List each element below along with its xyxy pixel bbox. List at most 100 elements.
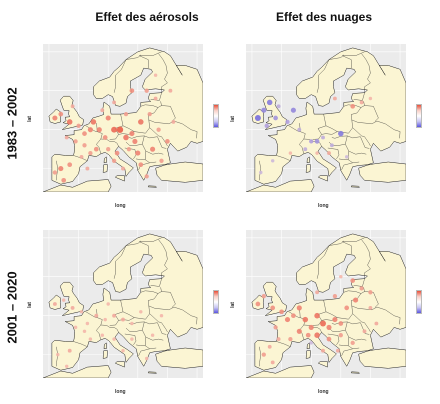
country-border bbox=[118, 317, 135, 321]
country-border bbox=[135, 158, 146, 160]
station-point bbox=[121, 166, 125, 171]
country-border bbox=[352, 313, 371, 333]
country-border bbox=[56, 346, 58, 367]
station-point bbox=[126, 147, 132, 152]
country-border bbox=[327, 147, 340, 159]
country-border bbox=[161, 291, 176, 308]
country-border bbox=[351, 305, 386, 310]
country-border bbox=[341, 348, 353, 357]
station-point bbox=[111, 158, 117, 163]
land-corsica bbox=[103, 342, 107, 350]
station-point bbox=[314, 332, 320, 338]
country-border bbox=[150, 93, 162, 101]
row-label-1983-2002: 1983 – 2002 bbox=[0, 34, 24, 212]
country-border bbox=[276, 341, 291, 347]
land-sicily bbox=[114, 175, 125, 182]
station-point bbox=[359, 100, 364, 105]
xlabel: long bbox=[318, 389, 329, 395]
map-nuages-1983-2002 bbox=[246, 44, 406, 192]
land-great-britain bbox=[59, 281, 84, 316]
land-europe bbox=[254, 47, 406, 185]
country-border bbox=[325, 300, 353, 320]
station-point bbox=[279, 309, 284, 315]
station-point bbox=[276, 104, 281, 109]
country-border bbox=[144, 135, 167, 149]
station-point bbox=[259, 170, 263, 175]
station-point bbox=[129, 88, 135, 94]
station-point bbox=[93, 146, 99, 152]
station-point bbox=[79, 154, 84, 159]
map-aerosols-2001-2020 bbox=[33, 230, 203, 378]
country-border bbox=[148, 119, 183, 124]
country-border bbox=[96, 138, 101, 154]
station-point bbox=[284, 317, 291, 323]
country-border bbox=[299, 138, 304, 154]
station-point bbox=[288, 336, 293, 342]
station-point bbox=[132, 138, 138, 144]
country-border bbox=[303, 324, 322, 333]
land-corsica bbox=[306, 342, 310, 350]
country-border bbox=[124, 147, 137, 159]
country-border bbox=[385, 123, 401, 139]
country-border bbox=[331, 135, 348, 139]
land-turkey bbox=[358, 161, 406, 183]
country-border bbox=[140, 104, 159, 108]
station-point bbox=[90, 119, 97, 125]
country-border bbox=[125, 135, 145, 146]
country-border bbox=[96, 324, 101, 340]
station-point bbox=[150, 333, 155, 337]
land-crete bbox=[350, 371, 361, 374]
station-point bbox=[138, 162, 144, 168]
station-point bbox=[264, 123, 269, 128]
station-point bbox=[58, 166, 64, 172]
country-border bbox=[145, 151, 157, 163]
country-border bbox=[124, 333, 137, 345]
country-border bbox=[56, 160, 58, 181]
station-point bbox=[368, 96, 373, 101]
land-iceland bbox=[33, 251, 39, 263]
station-point bbox=[67, 348, 72, 353]
country-border bbox=[125, 321, 145, 332]
station-point bbox=[159, 313, 164, 318]
row-label-2001-2020-text: 2001 – 2020 bbox=[4, 270, 20, 344]
station-point bbox=[159, 158, 164, 163]
station-point bbox=[362, 329, 367, 334]
station-point bbox=[138, 119, 144, 125]
station-point bbox=[153, 73, 158, 77]
station-point bbox=[314, 312, 320, 319]
station-point bbox=[270, 305, 276, 311]
station-point bbox=[308, 324, 314, 330]
country-border bbox=[328, 321, 348, 332]
country-border bbox=[158, 53, 168, 94]
station-point bbox=[267, 344, 272, 349]
station-point bbox=[112, 337, 116, 341]
station-point bbox=[270, 360, 275, 365]
colorbar bbox=[416, 290, 422, 314]
country-border bbox=[321, 131, 338, 135]
station-point bbox=[111, 126, 118, 133]
station-point bbox=[106, 302, 110, 306]
station-point bbox=[266, 99, 273, 106]
country-border bbox=[140, 290, 159, 294]
station-point bbox=[309, 341, 313, 345]
country-border bbox=[73, 341, 88, 347]
land-europe bbox=[254, 233, 406, 371]
station-point bbox=[285, 119, 290, 125]
station-point bbox=[291, 313, 296, 319]
country-border bbox=[182, 123, 198, 139]
country-border bbox=[345, 144, 367, 155]
land-sardinia bbox=[305, 164, 311, 173]
country-border bbox=[361, 239, 371, 280]
station-point bbox=[276, 337, 281, 342]
map-layer bbox=[236, 230, 406, 378]
station-point bbox=[85, 321, 90, 326]
station-point bbox=[290, 107, 296, 113]
map-panel-nuages-1983-2002: lat long bbox=[230, 38, 414, 209]
land-iceland bbox=[236, 251, 242, 263]
station-point bbox=[165, 139, 170, 144]
station-point bbox=[121, 348, 125, 353]
station-point bbox=[326, 336, 332, 342]
station-point bbox=[61, 177, 67, 183]
country-border bbox=[139, 51, 162, 69]
station-point bbox=[112, 100, 117, 105]
